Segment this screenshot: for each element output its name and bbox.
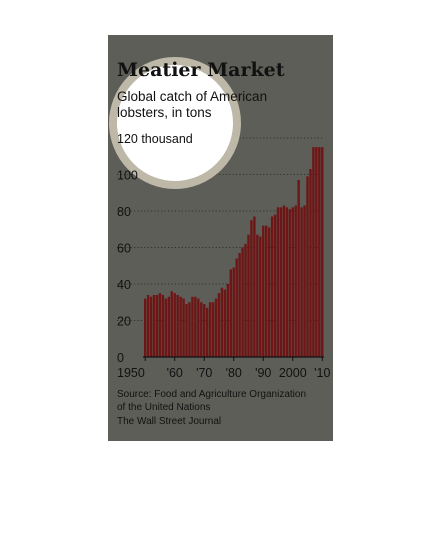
bar-1951 (146, 294, 150, 357)
x-tick-label: 2000 (279, 366, 307, 380)
bar-1966 (191, 296, 194, 357)
tick-label-layer: 0 20 40 60 80 100 120 thousand 1950 '60 '70 '80 '90… (117, 132, 330, 380)
bar-1989 (259, 236, 262, 357)
bar-1961 (176, 294, 179, 357)
bar-1996 (279, 207, 283, 357)
bar-1975 (217, 293, 221, 357)
bar-1962 (179, 296, 182, 357)
bar-1997 (282, 205, 286, 357)
bar-1988 (256, 234, 259, 357)
y-tick-label: 40 (117, 278, 131, 292)
x-tick-label: '70 (196, 366, 212, 380)
bar-2010 (321, 147, 324, 357)
bar-1993 (270, 216, 274, 357)
bar-1958 (167, 296, 171, 357)
y-tick-label: 100 (117, 169, 138, 183)
bar-2008 (315, 147, 318, 357)
bar-1963 (182, 298, 185, 357)
y-tick-label: 0 (117, 351, 124, 365)
bar-1967 (194, 296, 197, 357)
bar-1968 (197, 298, 200, 357)
bar-1974 (214, 298, 218, 357)
bar-1976 (220, 287, 224, 357)
bar-1971 (205, 307, 209, 357)
y-tick-label: 80 (117, 205, 131, 219)
x-tick-label: 1950 (117, 366, 145, 380)
bar-1952 (149, 296, 153, 357)
bar-layer (144, 147, 324, 357)
y-tick-label: 60 (117, 242, 131, 256)
x-tick-label: '90 (255, 366, 271, 380)
bar-2005 (306, 176, 309, 357)
bar-1986 (250, 220, 253, 357)
bar-1999 (288, 209, 292, 357)
bar-1984 (244, 243, 247, 357)
bar-1982 (238, 252, 241, 357)
bar-2000 (291, 207, 294, 357)
bar-1995 (276, 207, 280, 357)
bar-1994 (273, 214, 277, 357)
bar-1985 (247, 234, 250, 357)
x-tick-label: '10 (314, 366, 330, 380)
y-tick-label: 120 thousand (117, 132, 193, 146)
bar-1953 (152, 294, 156, 357)
chart-title: Meatier Market (117, 59, 285, 81)
bar-1991 (264, 225, 268, 357)
x-tick-label: '60 (167, 366, 183, 380)
bar-2007 (312, 147, 315, 357)
bar-2006 (309, 169, 312, 357)
bar-1981 (235, 258, 238, 357)
bar-1990 (262, 225, 265, 357)
bar-1959 (170, 291, 173, 357)
bar-1950 (144, 298, 147, 357)
bar-1969 (200, 302, 203, 357)
source-line-2: of the United Nations (117, 402, 210, 413)
chart-subtitle-line-2: lobsters, in tons (117, 105, 212, 120)
bar-1973 (211, 302, 215, 357)
highlight-scribble (109, 57, 241, 189)
bar-2003 (300, 207, 303, 357)
bar-1977 (223, 289, 227, 357)
bar-2002 (297, 179, 300, 357)
bar-1970 (203, 304, 206, 357)
bar-2001 (294, 205, 297, 357)
source-line-1: Source: Food and Agriculture Organizatio… (117, 389, 306, 400)
bar-1955 (158, 293, 162, 357)
bar-2004 (303, 205, 306, 357)
bar-1998 (285, 207, 289, 357)
bar-1965 (188, 302, 191, 357)
bar-1960 (173, 293, 176, 357)
bar-1957 (164, 298, 168, 357)
bar-2009 (318, 147, 321, 357)
chart-panel: Meatier Market Global catch of American … (108, 35, 333, 441)
credit-line: The Wall Street Journal (117, 416, 221, 427)
bar-1972 (208, 302, 212, 357)
bar-1954 (155, 294, 159, 357)
bar-1987 (253, 216, 256, 357)
y-tick-label: 20 (117, 315, 131, 329)
bar-1956 (161, 294, 165, 357)
bar-1979 (229, 269, 232, 357)
axis-layer (143, 356, 324, 361)
chart-subtitle-line-1: Global catch of American (117, 89, 267, 104)
bar-chart: Meatier Market Global catch of American … (109, 57, 330, 427)
bar-1964 (185, 304, 188, 357)
bar-1983 (241, 247, 244, 357)
bar-1980 (232, 267, 235, 357)
bar-1992 (267, 227, 271, 357)
x-tick-label: '80 (226, 366, 242, 380)
bar-1978 (226, 284, 230, 357)
